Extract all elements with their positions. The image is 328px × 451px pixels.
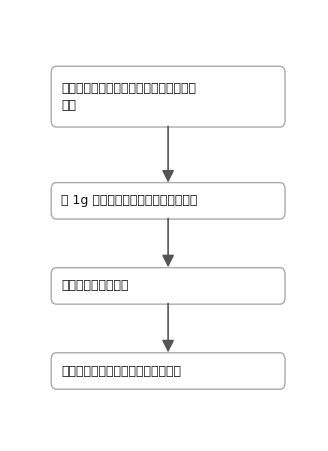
Text: 取 1g 裁剪的纸张样品于具塞三角瓶中: 取 1g 裁剪的纸张样品于具塞三角瓶中 bbox=[61, 194, 198, 207]
FancyBboxPatch shape bbox=[51, 268, 285, 304]
Text: 纸张中辛基酚聚氧乙烯醚和壬基酚聚氧乙
烯醚: 纸张中辛基酚聚氧乙烯醚和壬基酚聚氧乙 烯醚 bbox=[61, 82, 196, 112]
FancyBboxPatch shape bbox=[51, 353, 285, 389]
FancyBboxPatch shape bbox=[51, 66, 285, 127]
Text: 有机滤膜过滤，于高效液相色谱分析: 有机滤膜过滤，于高效液相色谱分析 bbox=[61, 364, 181, 377]
FancyBboxPatch shape bbox=[51, 183, 285, 219]
Text: 加入萃取剂超声萃取: 加入萃取剂超声萃取 bbox=[61, 280, 129, 292]
